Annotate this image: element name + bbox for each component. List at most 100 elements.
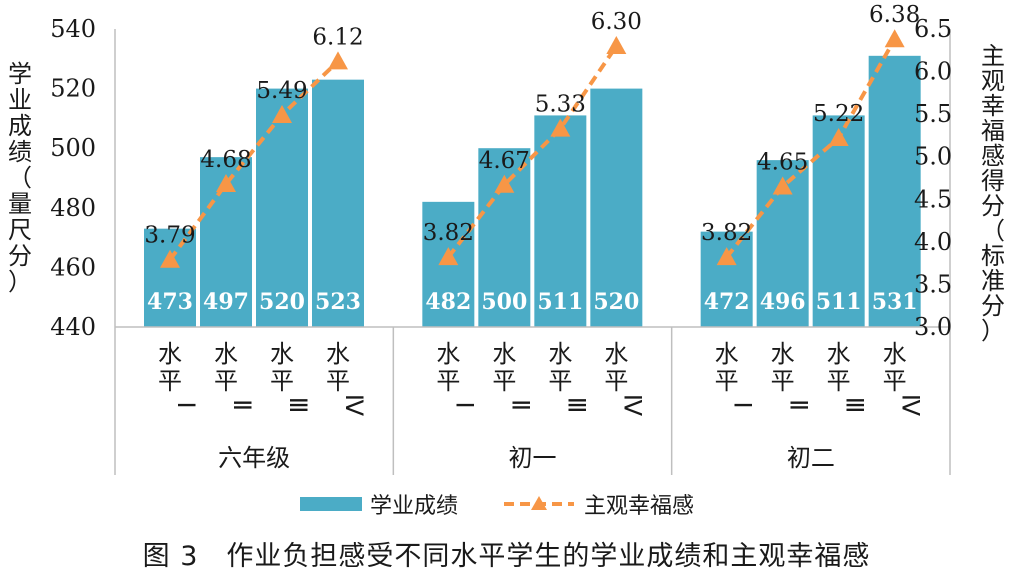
wellbeing-marker: [606, 36, 627, 55]
bar-value-label: 500: [481, 289, 527, 315]
level-roman-label: Ⅱ: [785, 399, 813, 411]
level-tick-label: 水平: [436, 340, 460, 395]
level-roman-label: Ⅲ: [562, 397, 590, 414]
level-roman-label: Ⅳ: [897, 394, 925, 416]
group-label: 初一: [509, 444, 557, 472]
level-roman-label: Ⅳ: [340, 394, 368, 416]
level-tick-label: 水平: [326, 340, 350, 395]
wellbeing-marker: [884, 29, 905, 48]
right-tick-label: 6.5: [914, 15, 952, 43]
bar-value-label: 523: [315, 289, 361, 315]
figure-caption: 图 3 作业负担感受不同水平学生的学业成绩和主观幸福感: [142, 541, 871, 572]
level-roman-label: Ⅰ: [172, 401, 200, 408]
right-axis-title: 主观幸福感得分（标准分）: [981, 42, 1005, 345]
legend: 学业成绩 主观幸福感: [300, 488, 694, 520]
level-tick-label: 水平: [548, 340, 572, 395]
group-label: 六年级: [218, 444, 290, 472]
wellbeing-value-label: 5.33: [535, 92, 586, 118]
wellbeing-value-label: 5.49: [256, 78, 307, 104]
right-tick-label: 5.0: [914, 143, 952, 171]
labels-layer: 473水平Ⅰ497水平Ⅱ520水平Ⅲ523水平Ⅳ3.794.685.496.12…: [8, 2, 1005, 472]
wellbeing-marker: [272, 104, 292, 123]
level-roman-label: Ⅰ: [450, 401, 478, 408]
level-roman-label: Ⅰ: [729, 401, 757, 408]
wellbeing-value-label: 4.67: [479, 148, 530, 174]
bar-value-label: 520: [259, 289, 305, 315]
right-tick-label: 5.5: [914, 100, 952, 128]
wellbeing-value-label: 6.30: [591, 9, 642, 35]
wellbeing-marker: [716, 247, 737, 266]
level-tick-label: 水平: [604, 340, 628, 395]
bar: [590, 88, 643, 327]
wellbeing-marker: [494, 174, 515, 193]
bar: [812, 115, 865, 327]
level-roman-label: Ⅲ: [284, 397, 312, 414]
bar: [312, 79, 364, 327]
bar-value-label: 496: [760, 289, 806, 315]
left-tick-label: 440: [50, 313, 96, 341]
legend-label-wellbeing: 主观幸福感: [584, 494, 695, 519]
right-tick-label: 4.0: [914, 228, 952, 256]
level-roman-label: Ⅲ: [841, 397, 869, 414]
legend-swatch-bar: [300, 497, 362, 511]
bar-value-label: 520: [593, 289, 639, 315]
bar-value-label: 482: [425, 289, 471, 315]
legend-item-score: 学业成绩: [300, 488, 458, 520]
left-axis-title: 学业成绩（量尺分）: [8, 60, 32, 296]
level-roman-label: Ⅱ: [506, 399, 534, 411]
wellbeing-marker: [160, 249, 180, 268]
bar-value-label: 473: [147, 289, 193, 315]
wellbeing-marker: [772, 176, 793, 195]
line-layer: [160, 29, 905, 268]
left-tick-label: 500: [50, 134, 96, 162]
wellbeing-value-label: 4.65: [757, 150, 808, 176]
legend-swatch-line: [504, 496, 575, 510]
level-tick-label: 水平: [158, 340, 182, 395]
bar-value-label: 472: [704, 289, 750, 315]
wellbeing-line: [446, 44, 618, 259]
level-tick-label: 水平: [715, 340, 739, 395]
chart-area: 473水平Ⅰ497水平Ⅱ520水平Ⅲ523水平Ⅳ3.794.685.496.12…: [8, 2, 1005, 475]
wellbeing-value-label: 6.38: [869, 2, 920, 28]
wellbeing-value-label: 6.12: [312, 24, 363, 50]
bar: [534, 115, 587, 327]
wellbeing-marker: [216, 173, 236, 192]
wellbeing-value-label: 3.79: [144, 223, 195, 249]
left-tick-label: 540: [50, 15, 96, 43]
group-label: 初二: [787, 444, 835, 472]
bar-layer: [144, 55, 921, 327]
wellbeing-marker: [328, 51, 348, 70]
level-tick-label: 水平: [214, 340, 238, 395]
level-tick-label: 水平: [827, 340, 851, 395]
wellbeing-value-label: 3.82: [423, 220, 474, 246]
bar-value-label: 511: [816, 289, 862, 315]
left-tick-label: 520: [50, 75, 96, 103]
wellbeing-value-label: 3.82: [701, 220, 752, 246]
right-tick-label: 3.5: [914, 270, 952, 298]
level-roman-label: Ⅱ: [228, 399, 256, 411]
legend-item-wellbeing: 主观幸福感: [502, 488, 694, 520]
right-tick-label: 6.0: [914, 58, 952, 86]
level-tick-label: 水平: [771, 340, 795, 395]
level-roman-label: Ⅳ: [618, 394, 646, 416]
wellbeing-value-label: 4.68: [200, 147, 251, 173]
bar-value-label: 531: [872, 289, 918, 315]
left-tick-label: 460: [50, 253, 96, 281]
wellbeing-marker: [438, 247, 459, 266]
level-tick-label: 水平: [492, 340, 516, 395]
bar-value-label: 511: [537, 289, 583, 315]
right-tick-label: 3.0: [914, 313, 952, 341]
wellbeing-value-label: 5.22: [813, 101, 864, 127]
bar: [144, 228, 196, 327]
bar-value-label: 497: [203, 289, 249, 315]
axes-layer: [114, 29, 951, 475]
left-tick-label: 480: [50, 194, 96, 222]
wellbeing-marker: [828, 127, 849, 146]
level-tick-label: 水平: [270, 340, 294, 395]
wellbeing-marker: [550, 118, 571, 137]
bar: [256, 88, 308, 327]
legend-label-score: 学业成绩: [370, 494, 459, 519]
bar: [868, 55, 921, 327]
right-tick-label: 4.5: [914, 185, 952, 213]
level-tick-label: 水平: [883, 340, 907, 395]
